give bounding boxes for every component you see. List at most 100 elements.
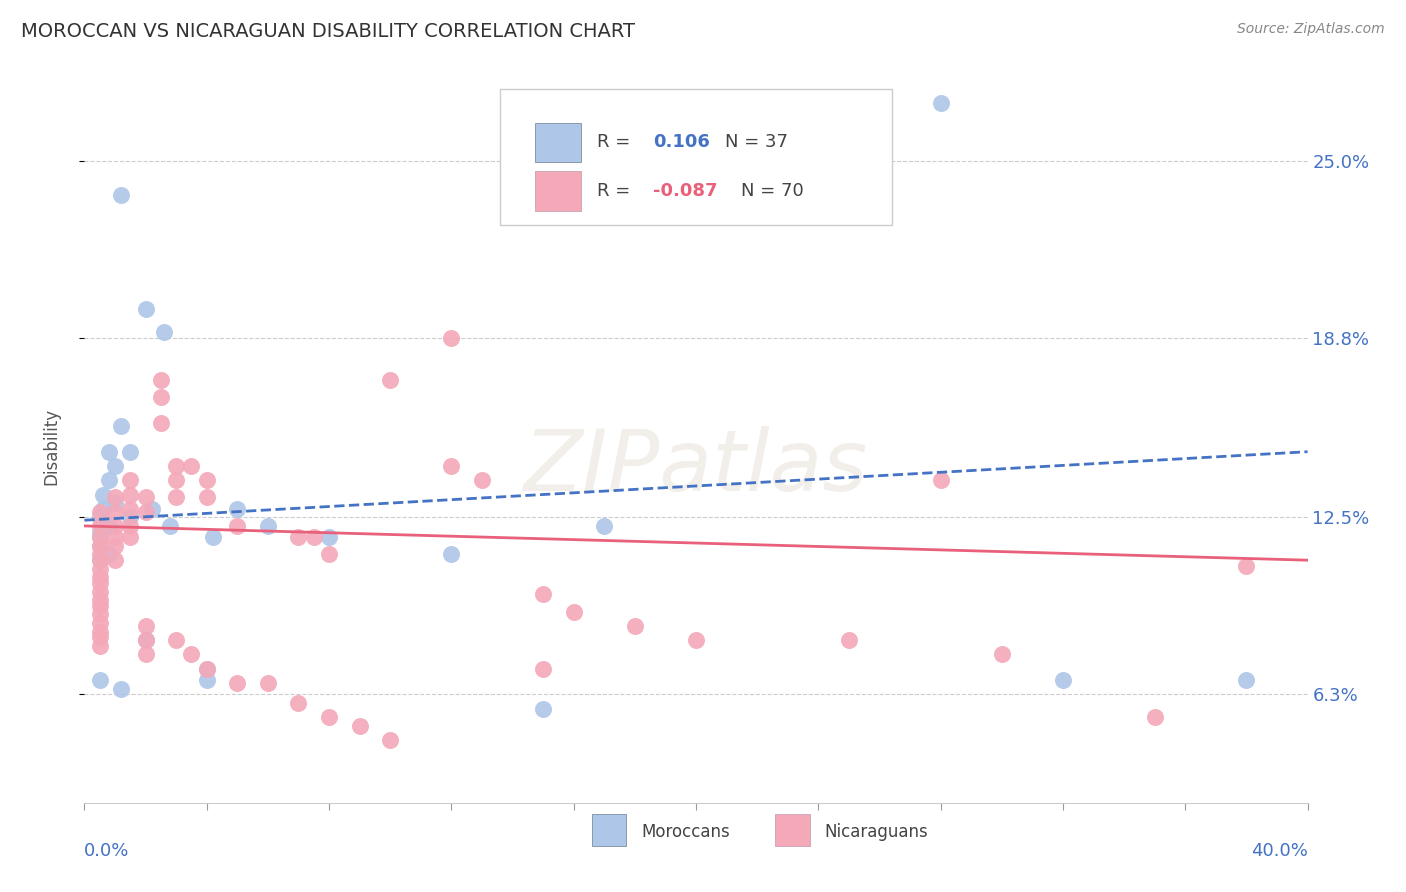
Point [89, 673, 111, 687]
Text: N = 70: N = 70 [741, 182, 804, 200]
FancyBboxPatch shape [592, 814, 626, 846]
Point [149, 391, 172, 405]
Point [89, 593, 111, 607]
Point [349, 719, 371, 733]
Point [104, 519, 127, 533]
Point [89, 539, 111, 553]
Text: -0.087: -0.087 [654, 182, 717, 200]
Point [165, 458, 187, 473]
Point [153, 325, 176, 339]
Point [440, 548, 463, 562]
Text: Nicaraguans: Nicaraguans [824, 823, 928, 841]
Point [89, 539, 111, 553]
Point [104, 491, 127, 505]
Point [226, 519, 249, 533]
Point [135, 491, 157, 505]
Point [593, 519, 616, 533]
Point [531, 662, 554, 676]
Point [929, 473, 952, 487]
FancyBboxPatch shape [501, 89, 891, 225]
Point [89, 505, 111, 519]
Point [440, 458, 463, 473]
Point [104, 496, 127, 510]
Point [89, 584, 111, 599]
Point [104, 505, 127, 519]
Point [89, 530, 111, 544]
FancyBboxPatch shape [534, 171, 581, 211]
Point [89, 630, 111, 644]
Point [257, 519, 280, 533]
Point [380, 733, 402, 747]
Point [91, 501, 114, 516]
Point [685, 633, 707, 648]
Point [135, 505, 157, 519]
Point [149, 373, 172, 387]
Point [89, 624, 111, 639]
FancyBboxPatch shape [776, 814, 810, 846]
Point [318, 710, 340, 724]
Point [302, 530, 325, 544]
Point [135, 633, 157, 648]
Point [97, 548, 120, 562]
Point [120, 530, 142, 544]
Point [104, 458, 127, 473]
FancyBboxPatch shape [534, 123, 581, 162]
Point [97, 519, 120, 533]
Point [180, 648, 202, 662]
Y-axis label: Disability: Disability [42, 408, 60, 484]
Point [141, 501, 163, 516]
Point [89, 570, 111, 584]
Point [471, 473, 494, 487]
Point [110, 187, 132, 202]
Point [120, 444, 142, 458]
Point [89, 607, 111, 622]
Text: ZIPatlas: ZIPatlas [524, 425, 868, 509]
Point [120, 510, 142, 524]
Text: Source: ZipAtlas.com: Source: ZipAtlas.com [1237, 22, 1385, 37]
Point [287, 530, 309, 544]
Point [165, 473, 187, 487]
Point [89, 510, 111, 524]
Point [226, 676, 249, 690]
Point [257, 676, 280, 690]
Text: 0.0%: 0.0% [84, 842, 129, 860]
Point [89, 576, 111, 591]
Text: Moroccans: Moroccans [641, 823, 730, 841]
Point [195, 491, 218, 505]
Point [120, 501, 142, 516]
Text: 0.106: 0.106 [654, 134, 710, 152]
Point [89, 553, 111, 567]
Point [135, 619, 157, 633]
Point [89, 524, 111, 539]
Point [89, 548, 111, 562]
Point [180, 458, 202, 473]
Point [104, 530, 127, 544]
Point [201, 530, 224, 544]
Point [531, 701, 554, 715]
Point [89, 519, 111, 533]
Point [135, 301, 157, 316]
Point [195, 662, 218, 676]
Point [318, 530, 340, 544]
Point [110, 419, 132, 434]
Text: 40.0%: 40.0% [1251, 842, 1308, 860]
Point [838, 633, 860, 648]
Point [318, 548, 340, 562]
Point [104, 553, 127, 567]
Point [165, 633, 187, 648]
Point [1236, 558, 1258, 573]
Point [380, 373, 402, 387]
Point [531, 587, 554, 601]
Point [991, 648, 1014, 662]
Point [110, 681, 132, 696]
Point [159, 519, 181, 533]
Point [89, 530, 111, 544]
Text: R =: R = [598, 182, 636, 200]
Text: R =: R = [598, 134, 636, 152]
Point [624, 619, 647, 633]
Point [562, 605, 585, 619]
Point [89, 553, 111, 567]
Point [1052, 673, 1074, 687]
Point [89, 562, 111, 576]
Point [440, 330, 463, 344]
